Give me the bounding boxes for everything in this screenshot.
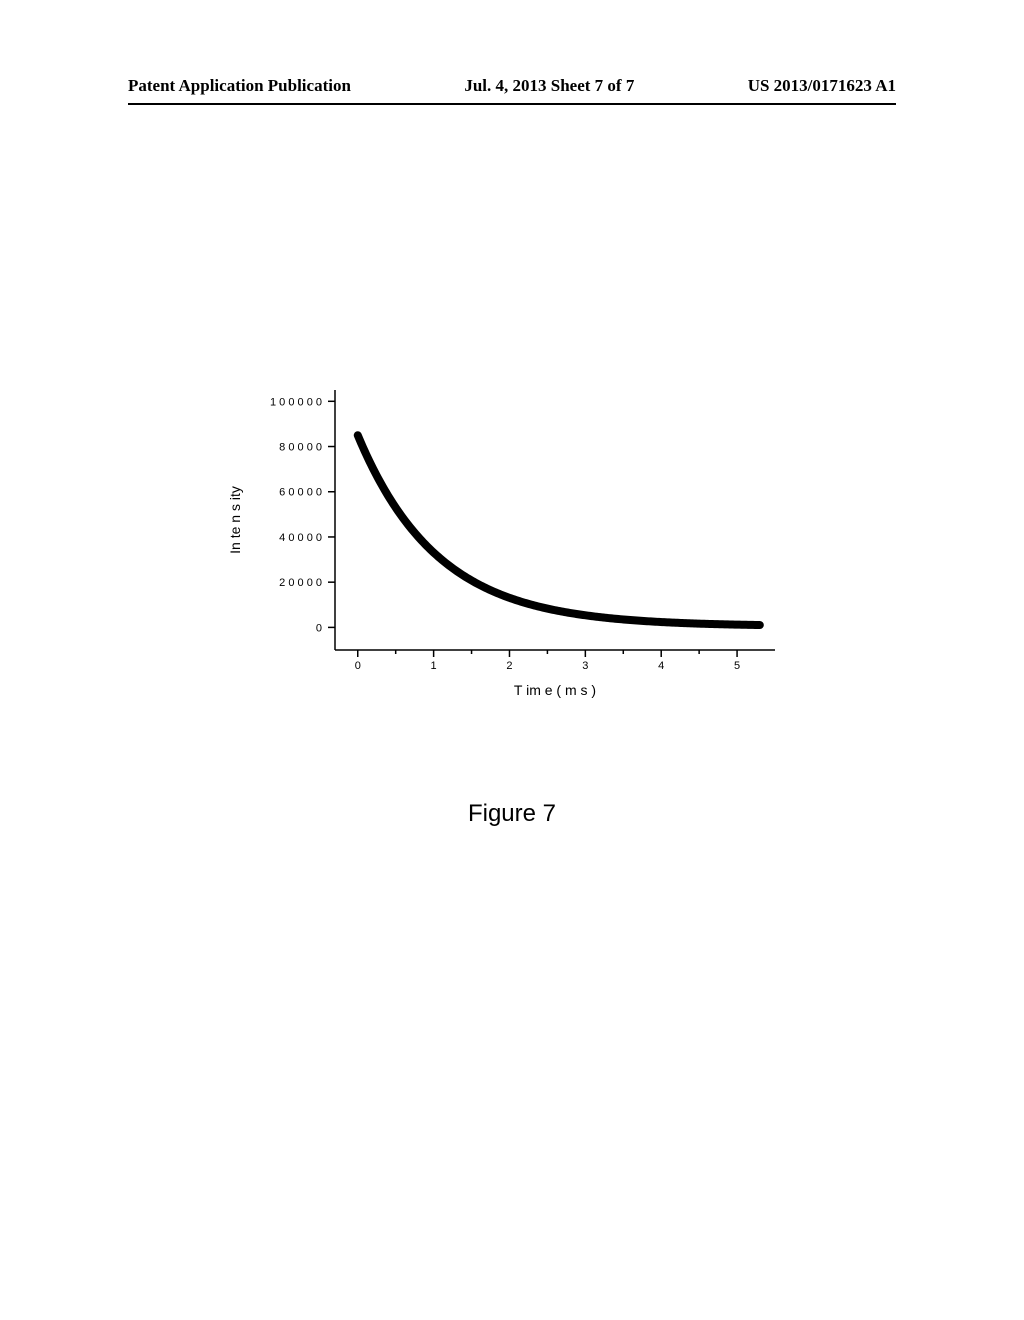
svg-text:1: 1 xyxy=(431,660,437,672)
svg-text:T im e ( m s ): T im e ( m s ) xyxy=(514,682,596,698)
svg-text:4 0 0 0 0: 4 0 0 0 0 xyxy=(279,532,322,544)
svg-text:0: 0 xyxy=(355,660,361,672)
svg-text:2: 2 xyxy=(506,660,512,672)
chart-svg: 0 2 0 0 0 0 4 0 0 0 0 6 0 0 0 0 8 0 0 0 0 1 0… xyxy=(195,380,815,720)
figure-caption: Figure 7 xyxy=(0,800,1024,828)
decay-chart: 0 2 0 0 0 0 4 0 0 0 0 6 0 0 0 0 8 0 0 0 0 1 0… xyxy=(195,380,815,720)
svg-text:4: 4 xyxy=(658,660,664,672)
svg-text:8 0 0 0 0: 8 0 0 0 0 xyxy=(279,442,322,454)
header-rule xyxy=(128,103,896,105)
svg-text:0: 0 xyxy=(316,622,322,634)
svg-text:In te n s ity: In te n s ity xyxy=(227,486,243,554)
svg-text:6 0 0 0 0: 6 0 0 0 0 xyxy=(279,487,322,499)
header-right: US 2013/0171623 A1 xyxy=(748,76,896,96)
svg-text:1 0 0 0 0 0: 1 0 0 0 0 0 xyxy=(270,396,322,408)
svg-text:3: 3 xyxy=(582,660,588,672)
svg-text:5: 5 xyxy=(734,660,740,672)
header-left: Patent Application Publication xyxy=(128,76,351,96)
svg-text:2 0 0 0 0: 2 0 0 0 0 xyxy=(279,577,322,589)
header-middle: Jul. 4, 2013 Sheet 7 of 7 xyxy=(464,76,634,96)
page-header: Patent Application Publication Jul. 4, 2… xyxy=(128,76,896,96)
